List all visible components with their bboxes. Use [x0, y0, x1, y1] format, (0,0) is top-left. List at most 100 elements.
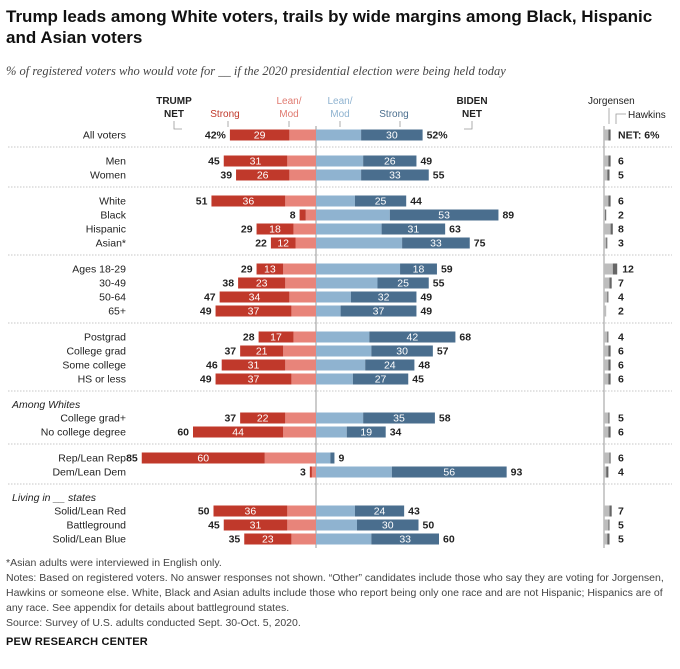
- note-asian: *Asian adults were interviewed in Englis…: [6, 557, 222, 569]
- biden-net-header-line1: BIDEN: [456, 96, 487, 107]
- label-biden-net: 89: [502, 210, 514, 222]
- label-other-net: 6: [618, 427, 624, 439]
- bar-jorgensen: [604, 195, 609, 207]
- pew-brand: PEW RESEARCH CENTER: [6, 636, 148, 648]
- bar-biden-strong: [361, 129, 423, 141]
- label-biden-strong: 30: [396, 346, 408, 358]
- bar-hawkins: [606, 466, 609, 478]
- trump-net-leader-line: [173, 121, 182, 130]
- bar-trump-strong: [223, 519, 288, 531]
- label-other-net: 6: [618, 156, 624, 168]
- label-biden-strong: 56: [443, 467, 455, 479]
- bar-trump-leanmod: [305, 209, 316, 221]
- label-biden-strong: 30: [382, 520, 394, 532]
- bar-hawkins: [608, 359, 611, 371]
- label-other-net: 8: [618, 224, 624, 236]
- label-trump-strong: 60: [197, 453, 209, 465]
- label-trump-net: 22: [255, 238, 267, 250]
- bar-trump-strong: [258, 331, 294, 343]
- bar-biden-leanmod: [316, 533, 372, 545]
- note-source: Source: Survey of U.S. adults conducted …: [6, 617, 301, 629]
- label-biden-strong: 19: [360, 427, 372, 439]
- bar-trump-strong: [256, 223, 294, 235]
- bar-biden-leanmod: [316, 359, 366, 371]
- label-biden-net: 50: [423, 520, 435, 532]
- trump-net-header-line1: TRUMP: [156, 96, 192, 107]
- bar-biden-strong: [369, 331, 456, 343]
- bar-jorgensen: [604, 519, 609, 531]
- bar-jorgensen: [604, 291, 608, 303]
- bar-trump-strong: [141, 452, 265, 464]
- label-trump-strong: 26: [257, 170, 269, 182]
- label-trump-strong: 18: [269, 224, 281, 236]
- label-trump-strong: 12: [277, 238, 289, 250]
- bar-trump-leanmod: [289, 291, 316, 303]
- label-biden-strong: 33: [430, 238, 442, 250]
- label-biden-net: 49: [420, 156, 432, 168]
- bar-biden-strong: [400, 263, 437, 275]
- bar-biden-leanmod: [316, 129, 362, 141]
- bar-trump-strong: [240, 345, 284, 357]
- label-biden-net: 55: [433, 170, 445, 182]
- label-biden-strong: 24: [384, 360, 396, 372]
- bar-jorgensen: [604, 331, 608, 343]
- label-biden-strong: 33: [389, 170, 401, 182]
- bar-trump-leanmod: [291, 533, 316, 545]
- biden-leanmod-header-line2: Mod: [330, 109, 349, 120]
- bar-trump-leanmod: [285, 359, 316, 371]
- bar-jorgensen: [604, 533, 608, 545]
- label-other-net: 7: [618, 506, 624, 518]
- bar-biden-strong: [371, 345, 433, 357]
- label-biden-net: 43: [408, 506, 420, 518]
- bar-hawkins: [608, 195, 611, 207]
- bar-biden-leanmod: [316, 291, 351, 303]
- bar-hawkins: [610, 223, 613, 235]
- label-biden-strong: 37: [373, 306, 385, 318]
- label-biden-strong: 30: [386, 130, 398, 142]
- label-biden-net: 93: [511, 467, 523, 479]
- bar-biden-strong: [340, 305, 417, 317]
- label-trump-net: 47: [204, 292, 216, 304]
- label-biden-strong: 25: [397, 278, 409, 290]
- bar-trump-strong: [309, 466, 312, 478]
- label-biden-net: 52%: [427, 130, 449, 142]
- bar-hawkins: [608, 412, 610, 424]
- label-trump-net: 50: [198, 506, 210, 518]
- bar-trump-leanmod: [283, 345, 316, 357]
- bar-biden-leanmod: [316, 169, 362, 181]
- label-biden-net: 68: [459, 332, 471, 344]
- row-label: White: [99, 196, 126, 208]
- bar-hawkins: [609, 505, 612, 517]
- bar-trump-leanmod: [293, 331, 316, 343]
- bar-trump-strong: [193, 426, 284, 438]
- label-other-net: 2: [618, 306, 624, 318]
- label-trump-net: 37: [224, 413, 236, 425]
- bar-hawkins: [606, 237, 608, 249]
- bar-biden-strong: [361, 169, 429, 181]
- label-other-net: 5: [618, 413, 624, 425]
- label-trump-strong: 23: [256, 278, 268, 290]
- bar-biden-leanmod: [316, 263, 401, 275]
- bar-trump-leanmod: [285, 412, 316, 424]
- jorgensen-header: Jorgensen: [588, 96, 635, 107]
- label-trump-strong: 37: [248, 306, 260, 318]
- bar-hawkins: [608, 519, 610, 531]
- label-other-net: 4: [618, 292, 624, 304]
- bar-biden-strong: [354, 505, 405, 517]
- hawkins-header: Hawkins: [628, 110, 666, 121]
- row-label: Solid/Lean Blue: [52, 534, 126, 546]
- bar-biden-strong: [371, 533, 439, 545]
- label-trump-strong: 29: [254, 130, 266, 142]
- row-label: Women: [90, 170, 126, 182]
- bar-biden-leanmod: [316, 373, 353, 385]
- label-other-net: 6: [618, 196, 624, 208]
- trump-leanmod-header-line1: Lean/: [276, 96, 301, 107]
- bar-biden-leanmod: [316, 412, 364, 424]
- biden-net-header-line2: NET: [462, 109, 482, 120]
- bar-jorgensen: [604, 345, 609, 357]
- label-biden-net: 48: [418, 360, 430, 372]
- label-other-net: 2: [618, 210, 624, 222]
- label-trump-net: 45: [208, 156, 220, 168]
- label-biden-net: 63: [449, 224, 461, 236]
- chart-title: Trump leads among White voters, trails b…: [6, 7, 653, 47]
